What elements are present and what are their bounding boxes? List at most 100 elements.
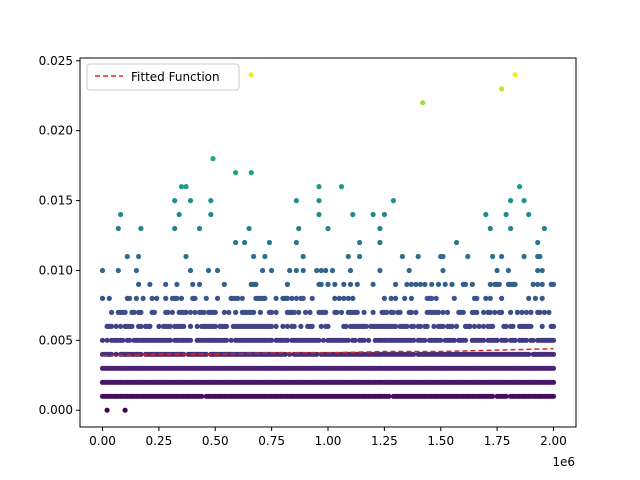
data-point [530,281,536,287]
data-point [550,351,557,357]
data-point [172,225,178,232]
data-point [417,281,423,287]
data-point [341,295,347,301]
data-point [205,267,212,274]
x-tick-label: 1.00 [315,434,342,448]
data-point [140,295,146,301]
data-point [503,393,509,399]
y-tick-label: 0.005 [39,333,73,347]
data-point [438,337,444,343]
data-point [357,239,363,246]
data-point [169,309,175,315]
data-point [296,309,302,315]
data-point [136,281,142,287]
data-point [163,295,169,301]
data-point [539,295,545,301]
data-point [347,267,354,274]
data-point [390,198,396,204]
data-point [269,323,275,329]
data-point [187,337,194,343]
data-point [512,72,518,78]
data-point [514,309,521,315]
plot-area [80,58,576,427]
data-point [269,267,275,274]
data-point [192,309,198,315]
data-point [235,295,241,301]
data-point [539,281,545,287]
data-point [483,211,489,218]
fitted-function-line [102,347,554,357]
data-point [233,309,239,315]
data-point [151,309,157,315]
data-point [289,295,295,301]
data-point [345,337,351,343]
data-point [404,323,410,329]
data-point [208,198,214,204]
data-point [550,323,557,329]
data-point [99,295,106,301]
data-point [467,323,473,329]
data-point [528,309,534,315]
data-point [309,295,315,301]
data-point [370,281,376,287]
data-point [435,281,442,287]
data-point [449,281,455,287]
data-point [474,309,480,315]
x-tick-label: 0.00 [89,434,116,448]
data-point [273,323,279,329]
data-point [212,309,218,315]
data-point [269,337,275,343]
data-point [413,281,419,287]
data-point [386,393,392,399]
data-point [539,267,545,274]
data-point [422,281,428,287]
data-point [354,309,360,315]
data-point [332,295,338,301]
data-point [300,267,306,274]
data-point [147,281,153,287]
data-point [336,295,342,301]
data-point [341,281,347,287]
y-axis: 0.000 0.005 0.010 0.015 0.020 0.025 [39,54,80,417]
data-point [178,184,185,190]
data-point [462,337,469,343]
data-point [537,253,543,260]
data-point [214,295,221,301]
data-point [253,281,259,287]
data-point [521,253,527,260]
data-point [411,337,417,343]
data-point [411,323,417,329]
data-point [118,323,124,329]
data-point [404,281,410,287]
data-point [316,211,322,218]
data-point [115,267,121,274]
data-point [397,309,403,315]
data-point [183,309,189,315]
data-point [325,225,331,232]
data-point [503,211,509,218]
data-point [406,267,412,274]
data-point [415,253,421,260]
data-point [149,295,155,301]
data-point [546,309,552,315]
data-point [494,267,500,274]
data-point [291,323,297,329]
data-point [138,323,144,329]
x-tick-label: 1.50 [427,434,454,448]
data-point [284,323,290,329]
data-point [138,225,144,232]
data-point [487,281,493,287]
data-point [187,198,194,204]
data-point [165,309,171,315]
data-point [300,253,306,260]
data-point [350,295,356,301]
data-point [532,295,539,301]
data-point [221,281,227,287]
data-point [228,337,234,343]
data-point [429,281,435,287]
data-point [370,211,376,218]
data-point [99,337,106,343]
y-tick-label: 0.010 [39,263,73,277]
data-point [519,309,525,315]
data-point [129,323,135,329]
